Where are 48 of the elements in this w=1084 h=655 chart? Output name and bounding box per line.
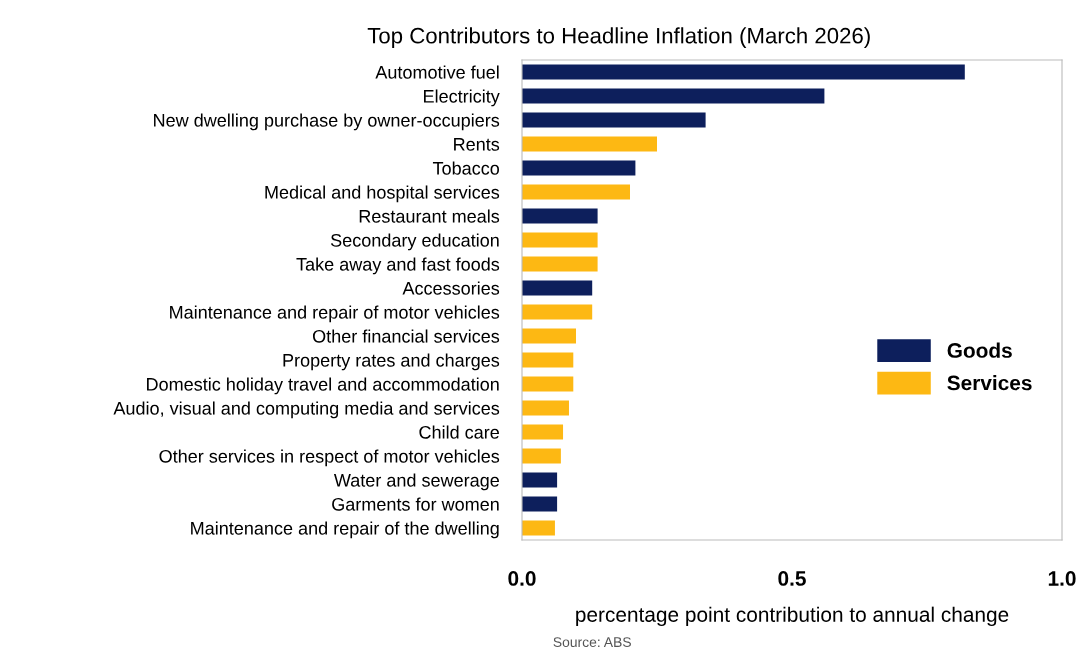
bar: [522, 184, 630, 200]
bar: [522, 328, 576, 344]
y-tick-label: Electricity: [424, 89, 500, 107]
bar: [522, 208, 598, 224]
bar: [522, 352, 574, 368]
y-tick-label: Maintenance and repair of motor vehicles: [170, 305, 500, 323]
x-axis-title: percentage point contribution to annual change: [576, 606, 1009, 627]
bar: [522, 64, 965, 80]
bar: [522, 256, 598, 272]
y-tick-label: Rents: [454, 138, 500, 151]
bar: [522, 160, 636, 176]
y-tick-label: Water and sewerage: [333, 473, 499, 491]
y-tick-label: Take away and fast foods: [296, 257, 500, 275]
y-tick-label: Maintenance and repair of the dwelling: [191, 521, 499, 539]
y-tick-label: Other financial services: [312, 329, 500, 343]
x-tick-label: 1.0: [1048, 571, 1076, 586]
legend-label: Goods: [947, 342, 1012, 358]
bar: [522, 232, 598, 248]
source-note: Source: ABS: [553, 637, 631, 648]
y-tick-label: Other services in respect of motor vehicles: [159, 449, 500, 467]
y-tick-label: Child care: [419, 425, 499, 439]
x-tick-label: 0.0: [508, 571, 536, 586]
legend-label: Services: [947, 375, 1032, 391]
bar: [522, 520, 555, 536]
y-tick-label: Restaurant meals: [359, 209, 500, 223]
bar: [522, 280, 593, 296]
chart-title: Top Contributors to Headline Inflation (March 2026): [367, 27, 870, 48]
y-tick-label: Medical and hospital services: [265, 185, 500, 203]
y-tick-label: Accessories: [402, 281, 500, 295]
bar: [522, 448, 561, 464]
bar: [522, 112, 706, 128]
y-tick-label: Audio, visual and computing media and services: [113, 401, 500, 419]
bar: [522, 496, 558, 512]
y-tick-label: Automotive fuel: [375, 65, 499, 79]
bar: [522, 304, 593, 320]
bar: [522, 136, 657, 152]
y-tick-label: Secondary education: [330, 233, 499, 251]
bar: [522, 472, 558, 488]
bar: [522, 376, 574, 392]
y-tick-label: Domestic holiday travel and accommodation: [147, 377, 499, 395]
y-tick-label: Garments for women: [332, 497, 499, 511]
x-tick-label: 0.5: [778, 571, 806, 586]
bar: [522, 88, 825, 104]
y-tick-label: Property rates and charges: [283, 353, 500, 371]
bar: [522, 424, 564, 440]
bar: [522, 400, 569, 416]
y-tick-label: New dwelling purchase by owner-occupiers: [154, 113, 500, 131]
y-tick-label: Tobacco: [432, 161, 500, 175]
